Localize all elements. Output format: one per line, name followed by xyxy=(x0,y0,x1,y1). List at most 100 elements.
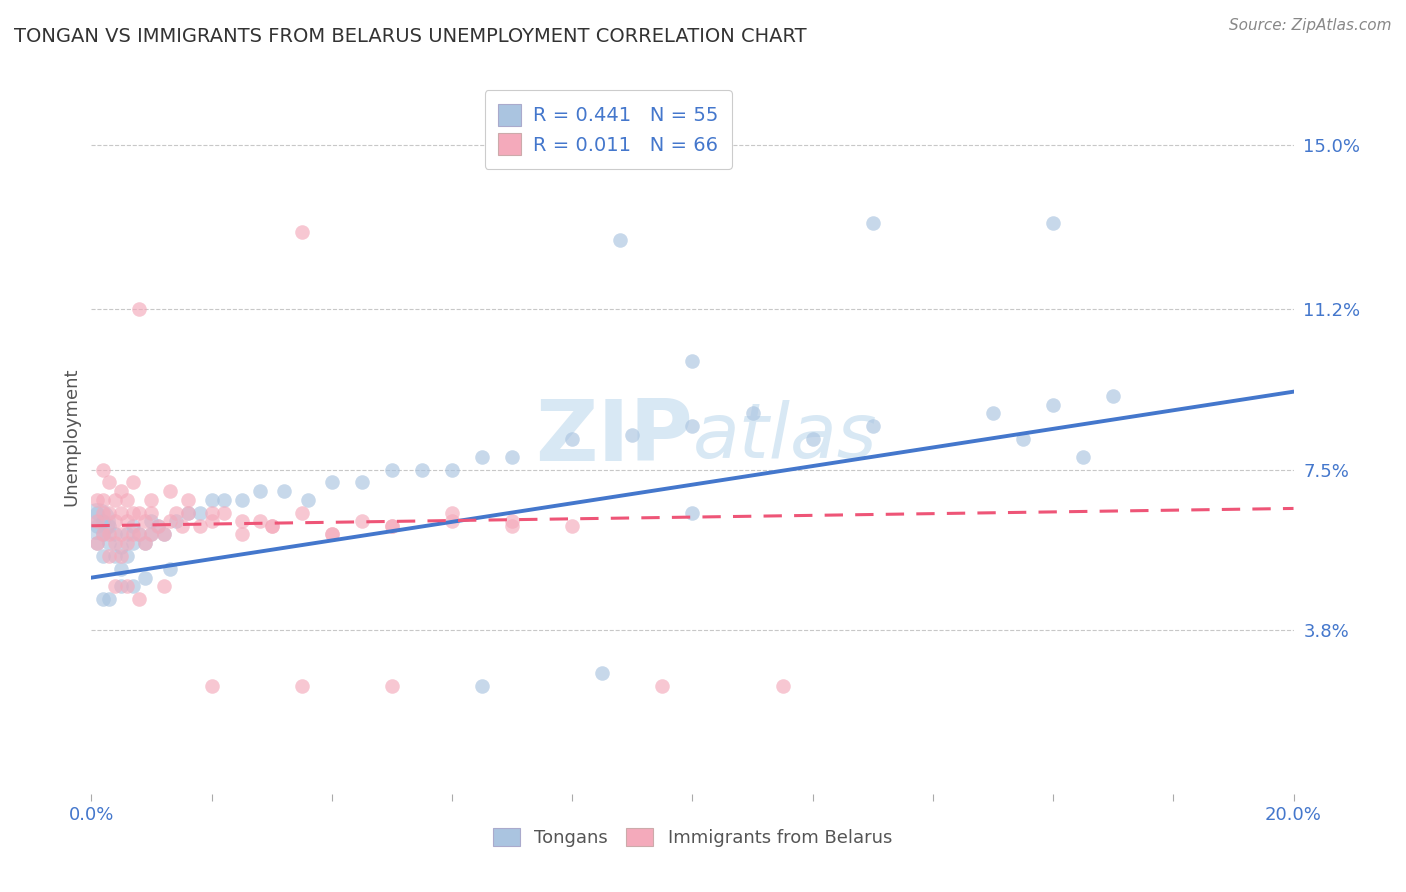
Point xyxy=(134,536,156,550)
Point xyxy=(122,506,145,520)
Point xyxy=(291,225,314,239)
Point xyxy=(93,527,115,541)
Point xyxy=(501,518,523,533)
Point xyxy=(117,492,139,507)
Point xyxy=(176,506,198,520)
Point xyxy=(128,527,150,541)
Point xyxy=(117,515,139,529)
Point xyxy=(176,506,198,520)
Point xyxy=(260,518,283,533)
Point xyxy=(159,484,181,499)
Point xyxy=(249,484,271,499)
Point xyxy=(141,492,163,507)
Point xyxy=(110,549,132,563)
Point xyxy=(381,518,404,533)
Point xyxy=(110,541,132,555)
Point xyxy=(86,492,108,507)
Text: Source: ZipAtlas.com: Source: ZipAtlas.com xyxy=(1229,18,1392,33)
Point xyxy=(201,679,224,693)
Point xyxy=(134,515,156,529)
Point xyxy=(249,515,271,529)
Point xyxy=(86,515,108,529)
Point xyxy=(86,518,108,533)
Point xyxy=(591,665,613,680)
Point xyxy=(1042,398,1064,412)
Point xyxy=(98,475,121,490)
Point xyxy=(201,492,224,507)
Point xyxy=(471,679,494,693)
Text: ZIP: ZIP xyxy=(534,395,692,479)
Point xyxy=(93,515,115,529)
Point xyxy=(152,579,174,593)
Point xyxy=(231,515,253,529)
Point xyxy=(93,492,115,507)
Point xyxy=(159,515,181,529)
Point xyxy=(98,592,121,607)
Point xyxy=(411,462,433,476)
Point xyxy=(609,233,631,247)
Point xyxy=(117,536,139,550)
Point xyxy=(165,515,187,529)
Point xyxy=(122,579,145,593)
Point xyxy=(321,527,343,541)
Point xyxy=(122,475,145,490)
Point xyxy=(93,592,115,607)
Point xyxy=(146,518,169,533)
Point xyxy=(152,527,174,541)
Point xyxy=(141,527,163,541)
Point xyxy=(117,527,139,541)
Point xyxy=(110,527,132,541)
Point xyxy=(291,506,314,520)
Point xyxy=(134,571,156,585)
Point xyxy=(110,506,132,520)
Point xyxy=(117,549,139,563)
Point xyxy=(141,527,163,541)
Point xyxy=(501,450,523,464)
Point xyxy=(104,579,127,593)
Point xyxy=(98,549,121,563)
Point xyxy=(350,475,373,490)
Point xyxy=(128,302,150,317)
Point xyxy=(141,506,163,520)
Point xyxy=(273,484,295,499)
Point xyxy=(86,515,108,529)
Point xyxy=(93,462,115,476)
Point xyxy=(681,354,703,368)
Point xyxy=(321,475,343,490)
Point xyxy=(188,518,211,533)
Point xyxy=(291,679,314,693)
Point xyxy=(981,406,1004,420)
Point xyxy=(440,515,463,529)
Text: TONGAN VS IMMIGRANTS FROM BELARUS UNEMPLOYMENT CORRELATION CHART: TONGAN VS IMMIGRANTS FROM BELARUS UNEMPL… xyxy=(14,27,807,45)
Y-axis label: Unemployment: Unemployment xyxy=(62,368,80,507)
Point xyxy=(440,506,463,520)
Point xyxy=(440,462,463,476)
Point xyxy=(93,506,115,520)
Point xyxy=(201,515,224,529)
Point xyxy=(741,406,763,420)
Point xyxy=(1102,389,1125,403)
Point xyxy=(98,536,121,550)
Point xyxy=(651,679,673,693)
Point xyxy=(104,536,127,550)
Point xyxy=(141,515,163,529)
Point xyxy=(86,506,108,520)
Point xyxy=(110,579,132,593)
Point xyxy=(122,518,145,533)
Point xyxy=(801,432,824,446)
Point xyxy=(321,527,343,541)
Point xyxy=(128,527,150,541)
Point xyxy=(104,549,127,563)
Point xyxy=(188,506,211,520)
Point xyxy=(152,527,174,541)
Point xyxy=(212,492,235,507)
Point xyxy=(159,562,181,576)
Point xyxy=(862,216,884,230)
Point xyxy=(128,592,150,607)
Point xyxy=(170,518,193,533)
Point xyxy=(381,518,404,533)
Point xyxy=(104,492,127,507)
Point xyxy=(201,506,224,520)
Point xyxy=(561,518,583,533)
Point xyxy=(176,492,198,507)
